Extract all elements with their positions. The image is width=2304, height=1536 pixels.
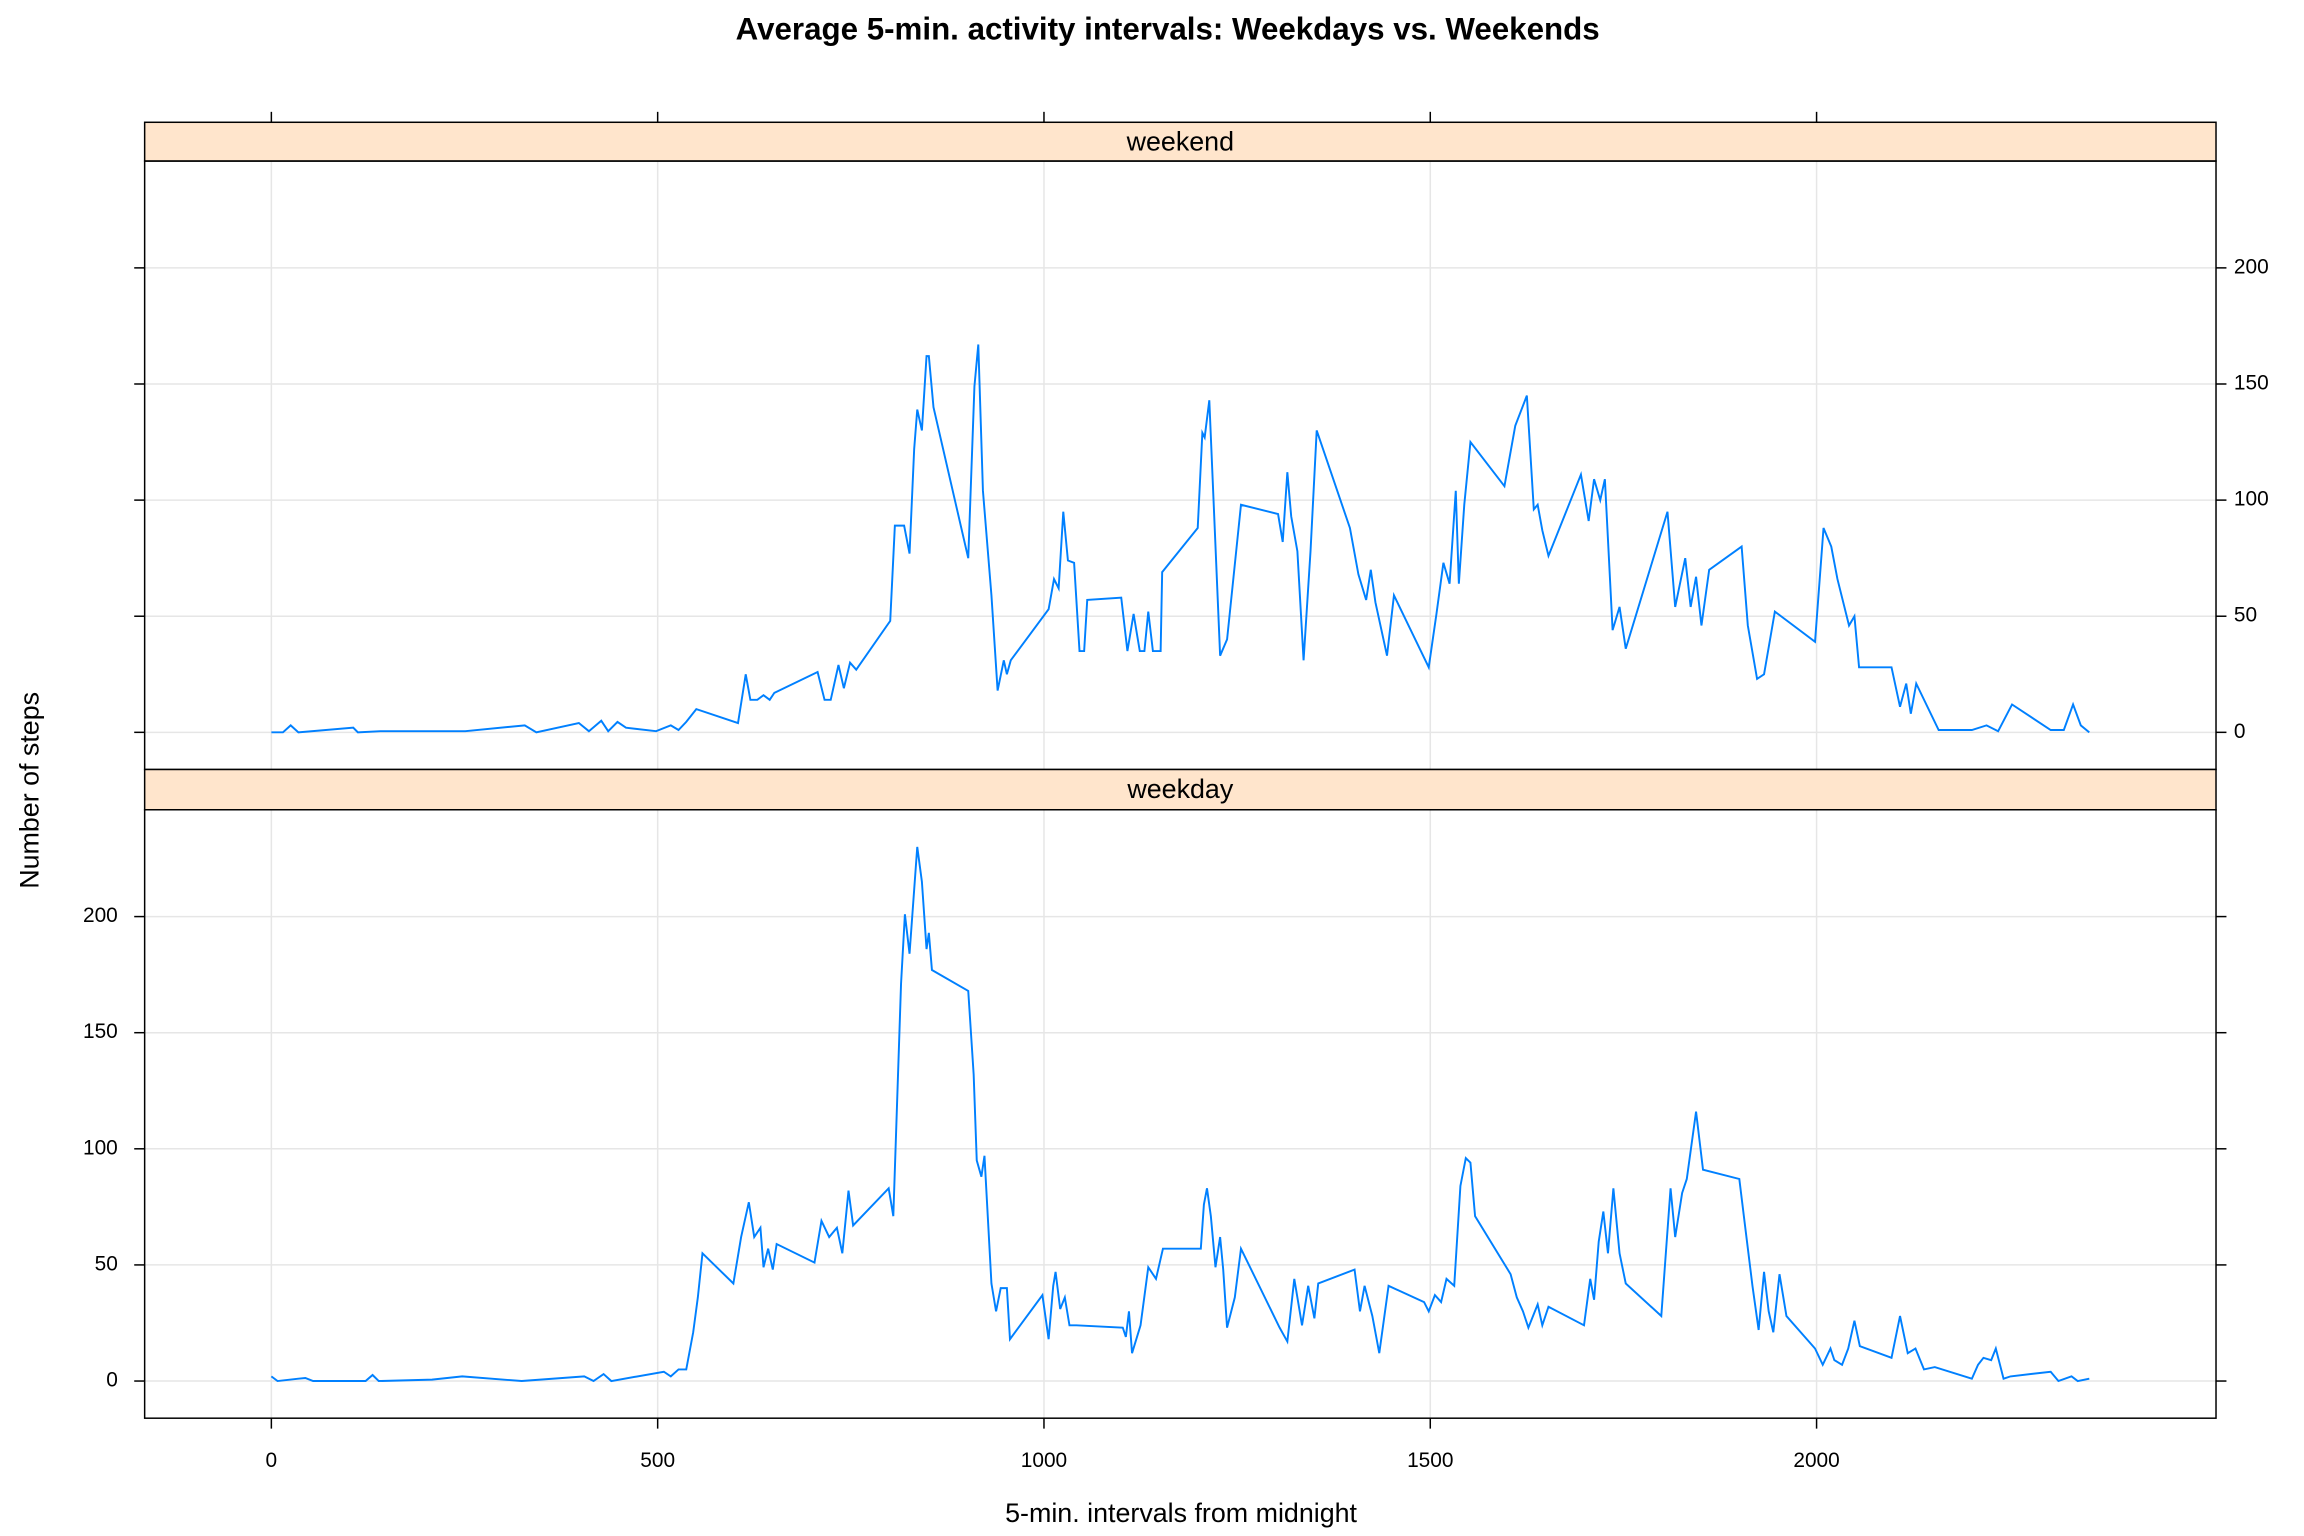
x-tick-label: 500: [640, 1449, 675, 1472]
x-tick-label: 2000: [1793, 1449, 1839, 1472]
series-line: [270, 846, 2090, 1383]
y-tick-label: 200: [83, 904, 118, 927]
series-line: [271, 344, 2090, 734]
y-tick-label: 200: [2234, 255, 2269, 278]
y-tick-label: 150: [2234, 372, 2269, 395]
x-tick-label: 1500: [1407, 1449, 1453, 1472]
y-tick-label: 100: [83, 1136, 118, 1159]
y-axis-label: Number of steps: [14, 692, 44, 889]
x-axis-label: 5-min. intervals from midnight: [1005, 1498, 1357, 1528]
y-tick-label: 0: [106, 1369, 118, 1392]
panel-border: [143, 160, 2217, 771]
x-tick-label: 0: [266, 1449, 278, 1472]
y-tick-label: 150: [83, 1020, 118, 1043]
x-tick-label: 1000: [1021, 1449, 1067, 1472]
strip: [143, 121, 2217, 162]
strip-label: weekend: [1126, 126, 1234, 156]
y-tick-label: 50: [95, 1252, 118, 1275]
y-tick-label: 100: [2234, 488, 2269, 511]
y-tick-label: 50: [2234, 604, 2257, 627]
chart-title: Average 5-min. activity intervals: Weekd…: [736, 12, 1600, 47]
panel-border: [143, 809, 2217, 1419]
strip-label: weekday: [1126, 774, 1233, 804]
y-tick-label: 0: [2234, 720, 2246, 743]
